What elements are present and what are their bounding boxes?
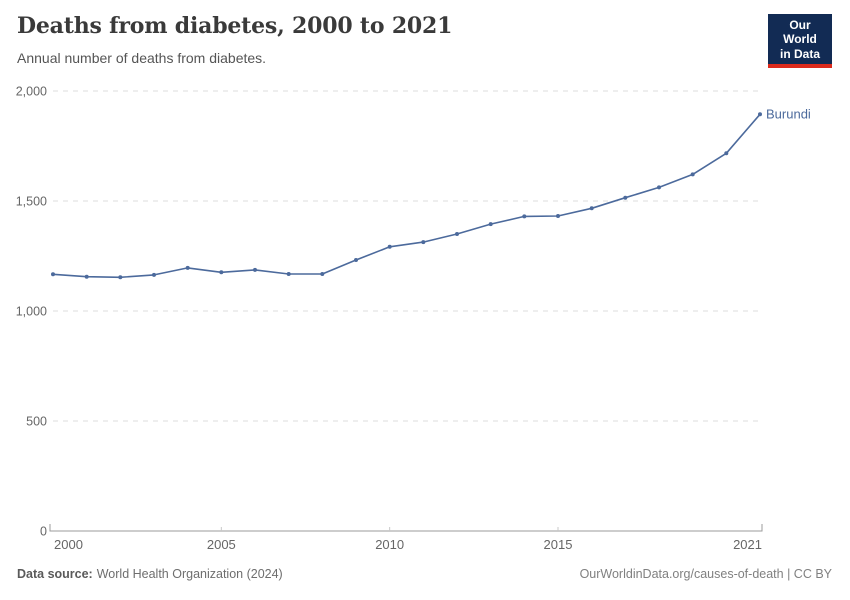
x-tick-label-2010: 2010 [375,537,404,552]
data-point-2020[interactable] [724,151,729,156]
y-tick-label-2000: 2,000 [16,85,47,99]
data-point-2004[interactable] [185,265,190,270]
chart-footer: Data source: World Health Organization (2… [17,567,832,581]
data-point-2000[interactable] [51,272,55,277]
data-point-2010[interactable] [387,244,392,249]
y-tick-label-1500: 1,500 [16,195,47,209]
data-point-2019[interactable] [690,172,695,177]
y-axis: 0 500 1,000 1,500 2,000 [16,85,762,539]
series-burundi[interactable]: Burundi [51,106,811,280]
chart-subtitle: Annual number of deaths from diabetes. [17,50,267,66]
x-tick-label-2015: 2015 [544,537,573,552]
data-point-2009[interactable] [354,258,358,262]
data-point-2014[interactable] [522,214,527,219]
data-point-2021[interactable] [758,112,762,117]
owid-url-license-link[interactable]: OurWorldinData.org/causes-of-death | CC … [579,567,832,581]
series-label-burundi[interactable]: Burundi [766,106,811,121]
data-point-2018[interactable] [657,185,661,190]
data-point-2003[interactable] [152,272,156,277]
data-source-label: Data source: [17,567,93,581]
data-point-2017[interactable] [623,195,628,200]
owid-logo-line2: in Data [779,46,820,61]
x-tick-label-2021: 2021 [733,537,762,552]
data-point-2013[interactable] [488,222,493,227]
x-axis-line [49,524,763,532]
data-point-2001[interactable] [84,274,89,279]
data-point-2008[interactable] [320,272,325,276]
x-tick-label-2000: 2000 [54,537,83,552]
data-point-2015[interactable] [556,214,560,218]
y-tick-label-500: 500 [26,415,47,429]
y-tick-label-0: 0 [40,525,47,539]
x-axis: 2000 2005 2010 2015 2021 [49,524,763,552]
data-point-2005[interactable] [219,270,224,275]
y-tick-label-1000: 1,000 [16,305,47,319]
data-point-2012[interactable] [455,232,459,236]
data-point-2002[interactable] [118,275,123,280]
data-point-2006[interactable] [253,267,257,272]
data-source-value: World Health Organization (2024) [96,567,283,581]
owid-logo[interactable]: Our World in Data [768,14,832,69]
data-point-2011[interactable] [421,240,426,245]
data-point-2007[interactable] [286,272,291,276]
data-source-note: Data source: World Health Organization (2… [17,567,283,581]
data-point-2016[interactable] [589,206,594,211]
owid-logo-line1: Our World [783,18,817,47]
chart-title: Deaths from diabetes, 2000 to 2021 [17,13,453,39]
x-tick-label-2005: 2005 [207,537,236,552]
series-line-burundi[interactable] [52,113,761,279]
